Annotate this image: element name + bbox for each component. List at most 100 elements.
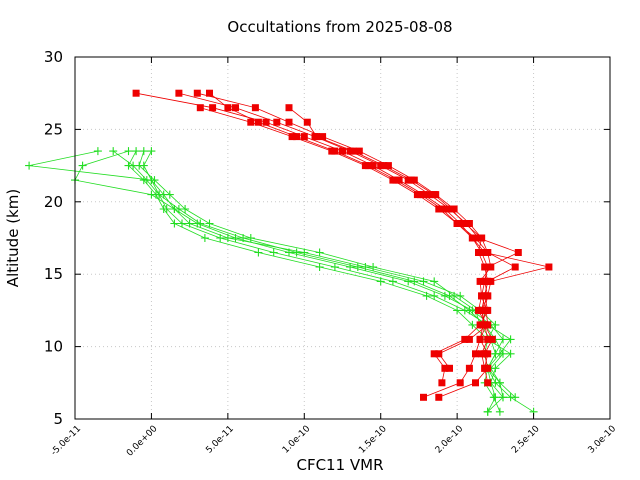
data-point-square <box>285 104 293 112</box>
y-tick-label: 15 <box>44 265 63 283</box>
data-point-square <box>465 364 473 372</box>
y-tick-label: 30 <box>44 48 63 66</box>
data-point-square <box>430 191 438 199</box>
data-point-square <box>481 364 489 372</box>
data-point-square <box>488 335 496 343</box>
data-point-square <box>435 393 443 401</box>
data-point-square <box>484 350 492 358</box>
series-line-red-2 <box>178 92 520 398</box>
data-point-plus <box>511 393 520 402</box>
data-point-plus <box>346 263 355 271</box>
data-point-plus <box>376 277 385 286</box>
data-point-plus <box>178 219 186 228</box>
x-axis-label: CFC11 VMR <box>296 456 383 474</box>
data-point-plus <box>499 349 507 358</box>
data-point-square <box>420 393 427 401</box>
data-point-square <box>193 89 201 97</box>
series-line-green-6 <box>112 150 516 398</box>
data-point-square <box>232 104 239 112</box>
data-point-square <box>262 118 270 126</box>
data-point-plus <box>499 335 507 344</box>
series-red-6 <box>285 104 492 372</box>
data-point-square <box>349 147 357 155</box>
data-point-plus <box>361 263 370 271</box>
data-point-square <box>389 176 397 184</box>
data-point-square <box>511 263 519 271</box>
data-point-square <box>484 277 492 285</box>
data-point-square <box>484 335 492 343</box>
data-point-plus <box>430 277 439 286</box>
data-point-square <box>254 118 262 126</box>
data-point-square <box>132 89 140 97</box>
data-point-plus <box>483 407 492 416</box>
data-point-plus <box>155 190 164 199</box>
data-point-square <box>484 249 492 256</box>
data-point-plus <box>353 263 362 271</box>
data-point-plus <box>422 291 431 300</box>
data-point-square <box>475 249 482 256</box>
data-point-plus <box>269 248 278 257</box>
data-point-plus <box>129 161 138 170</box>
data-point-square <box>545 263 553 271</box>
data-point-plus <box>315 263 324 271</box>
data-point-plus <box>491 349 500 358</box>
data-point-square <box>224 104 232 112</box>
chart-title: Occultations from 2025-08-08 <box>227 18 452 36</box>
data-point-square <box>447 205 455 213</box>
data-point-square <box>435 205 443 213</box>
data-point-plus <box>430 291 439 300</box>
data-point-plus <box>445 291 454 300</box>
data-point-square <box>380 162 388 170</box>
y-tick-label: 10 <box>44 338 63 356</box>
data-point-square <box>313 133 320 141</box>
data-point-square <box>247 118 255 126</box>
data-point-square <box>413 191 421 199</box>
data-point-plus <box>205 219 214 228</box>
data-point-plus <box>254 248 263 257</box>
data-point-plus <box>78 161 87 170</box>
data-point-square <box>251 104 259 112</box>
data-point-square <box>273 118 281 126</box>
data-point-plus <box>388 277 397 286</box>
data-point-square <box>461 220 469 227</box>
data-point-plus <box>139 147 148 156</box>
data-point-plus <box>410 277 419 286</box>
data-point-plus <box>124 147 133 156</box>
data-point-square <box>285 118 293 126</box>
data-point-square <box>319 133 327 141</box>
data-point-plus <box>150 176 159 185</box>
data-point-plus <box>369 263 378 271</box>
data-point-plus <box>159 205 168 213</box>
data-point-plus <box>453 306 462 315</box>
data-point-plus <box>165 190 174 199</box>
data-point-square <box>430 350 438 358</box>
data-point-square <box>438 379 446 387</box>
data-point-plus <box>495 378 504 387</box>
data-point-square <box>361 162 369 170</box>
data-point-square <box>478 234 486 242</box>
data-point-plus <box>495 407 504 416</box>
data-point-plus <box>185 219 194 228</box>
data-point-square <box>472 350 479 358</box>
data-point-square <box>456 379 464 387</box>
data-point-square <box>175 89 183 97</box>
data-point-plus <box>491 320 500 329</box>
data-point-square <box>446 364 453 372</box>
data-point-square <box>472 379 479 387</box>
data-point-plus <box>246 234 255 242</box>
data-point-square <box>339 147 346 155</box>
data-point-square <box>482 306 490 314</box>
y-tick-label: 5 <box>53 410 63 428</box>
data-point-square <box>384 162 392 170</box>
data-point-square <box>478 350 486 358</box>
y-tick-label: 20 <box>44 193 63 211</box>
data-point-plus <box>142 176 151 185</box>
data-point-plus <box>499 393 507 402</box>
data-point-plus <box>330 263 339 271</box>
data-point-plus <box>147 147 156 156</box>
plot-frame <box>74 56 611 420</box>
data-point-square <box>426 191 434 199</box>
data-point-square <box>478 306 486 314</box>
y-axis-label: Altitude (km) <box>4 189 22 287</box>
